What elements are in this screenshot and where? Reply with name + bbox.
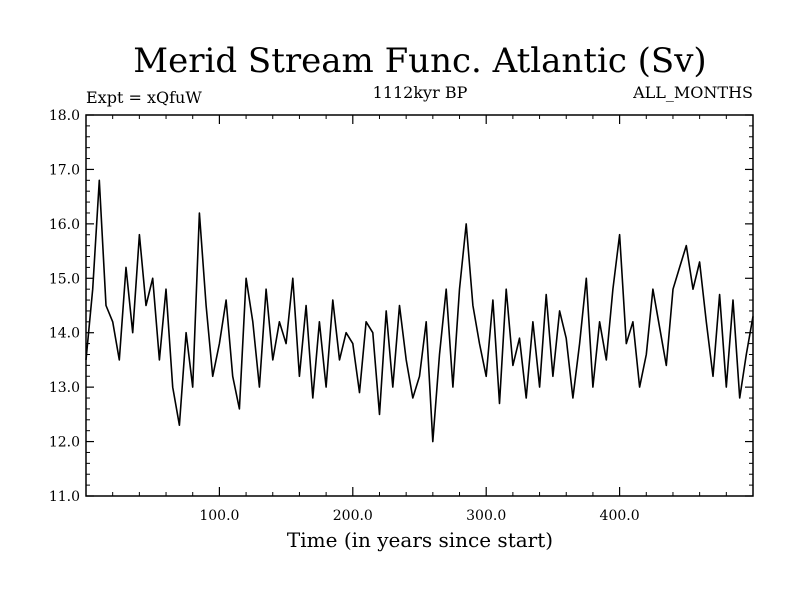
months-label: ALL_MONTHS xyxy=(632,83,753,102)
y-tick-label: 12.0 xyxy=(49,435,80,451)
plot-area-frame xyxy=(85,114,754,497)
axis-ticks: 11.0 12.0 13.0 14.0 15.0 16.0 17.0 18.0 100.0 200… xyxy=(49,108,753,524)
experiment-label: Expt = xQfuW xyxy=(86,88,202,107)
x-tick-label: 200.0 xyxy=(333,508,373,524)
y-tick-label: 15.0 xyxy=(49,271,80,287)
series-line xyxy=(85,179,754,443)
y-tick-label: 18.0 xyxy=(49,108,80,124)
x-tick-label: 400.0 xyxy=(600,508,640,524)
y-tick-label: 16.0 xyxy=(49,217,80,233)
chart-title: Merid Stream Func. Atlantic (Sv) xyxy=(133,41,706,81)
x-tick-label: 100.0 xyxy=(199,508,239,524)
x-tick-label: 300.0 xyxy=(466,508,506,524)
y-tick-label: 11.0 xyxy=(49,489,80,505)
y-tick-label: 13.0 xyxy=(49,380,80,396)
y-tick-label: 14.0 xyxy=(49,326,80,342)
period-label: 1112kyr BP xyxy=(373,83,468,102)
y-tick-label: 17.0 xyxy=(49,162,80,178)
x-axis-title: Time (in years since start) xyxy=(287,528,553,552)
series-group xyxy=(85,179,754,443)
